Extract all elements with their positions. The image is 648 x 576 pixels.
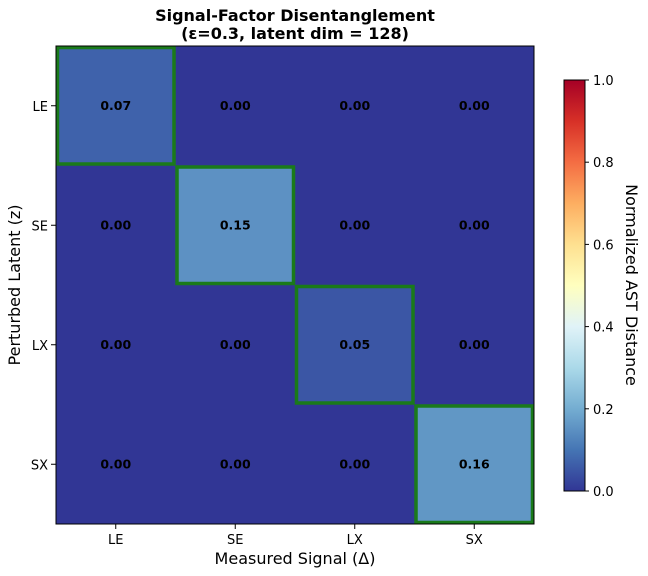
cell-value-label: 0.05 xyxy=(339,337,370,352)
colorbar-label: Normalized AST Distance xyxy=(622,184,641,386)
y-tick-label: SX xyxy=(31,458,48,473)
x-axis-ticks: LE SE LX SX xyxy=(108,524,483,548)
heatmap-cell xyxy=(56,46,176,166)
cell-value-label: 0.00 xyxy=(459,98,490,113)
colorbar-tick-label: 0.2 xyxy=(593,403,614,418)
cell-value-label: 0.15 xyxy=(220,217,251,232)
cell-value-label: 0.00 xyxy=(339,98,370,113)
cell-value-label: 0.00 xyxy=(220,98,251,113)
y-axis-ticks: LE SE LX SX xyxy=(31,100,56,473)
x-tick-label: SE xyxy=(227,533,243,548)
colorbar-tick-label: 1.0 xyxy=(593,74,614,89)
heatmap-cell xyxy=(295,285,415,405)
cell-value-label: 0.00 xyxy=(339,456,370,471)
cell-value-label: 0.00 xyxy=(100,217,131,232)
y-axis-label: Perturbed Latent (z) xyxy=(5,205,24,366)
colorbar-tick-label: 0.8 xyxy=(593,156,614,171)
diagonal-highlight-box xyxy=(294,284,415,405)
diagonal-highlight-box xyxy=(175,165,296,286)
cell-value-label: 0.00 xyxy=(459,217,490,232)
heatmap-cell xyxy=(414,404,535,525)
y-tick-label: LX xyxy=(32,339,48,354)
y-tick-label: LE xyxy=(33,100,48,115)
heatmap-cell-labels: 0.07 0.00 0.00 0.00 0.00 0.15 0.00 0.00 0.00 0.00… xyxy=(100,98,490,472)
heatmap-cell xyxy=(175,165,296,286)
colorbar xyxy=(563,79,586,492)
diagonal-highlights xyxy=(55,45,535,525)
heatmap-cell xyxy=(295,46,415,166)
plot-frame xyxy=(55,45,535,525)
cell-value-label: 0.00 xyxy=(100,456,131,471)
diagonal-highlight-box xyxy=(55,45,176,166)
cell-value-label: 0.00 xyxy=(220,337,251,352)
colorbar-tick-label: 0.6 xyxy=(593,238,614,253)
cell-value-label: 0.00 xyxy=(100,337,131,352)
heatmap-cell xyxy=(56,165,176,286)
cell-value-label: 0.16 xyxy=(459,456,490,471)
heatmap-cell xyxy=(56,285,176,405)
heatmap-cell xyxy=(414,285,535,405)
heatmap-cell xyxy=(175,404,296,525)
heatmap-cells xyxy=(56,46,535,525)
x-tick-label: SX xyxy=(466,533,483,548)
y-tick-label: SE xyxy=(32,219,48,234)
colorbar-tick-label: 0.0 xyxy=(593,485,614,500)
heatmap-cell xyxy=(414,165,535,286)
heatmap-cell xyxy=(56,404,176,525)
heatmap-cell xyxy=(295,165,415,286)
heatmap-cell xyxy=(295,404,415,525)
x-tick-label: LE xyxy=(108,533,123,548)
chart-subtitle: (ε=0.3, latent dim = 128) xyxy=(181,24,409,43)
chart-title: Signal-Factor Disentanglement xyxy=(155,6,435,25)
colorbar-tick-label: 0.4 xyxy=(593,321,614,336)
x-tick-label: LX xyxy=(347,533,363,548)
cell-value-label: 0.00 xyxy=(339,217,370,232)
diagonal-highlight-box xyxy=(414,404,535,525)
cell-value-label: 0.07 xyxy=(100,98,131,113)
cell-value-label: 0.00 xyxy=(220,456,251,471)
x-axis-label: Measured Signal (Δ) xyxy=(215,549,376,568)
colorbar-ticks: 0.0 0.2 0.4 0.6 0.8 1.0 xyxy=(585,74,614,500)
heatmap-cell xyxy=(175,46,296,166)
heatmap-cell xyxy=(175,285,296,405)
heatmap-cell xyxy=(414,46,535,166)
cell-value-label: 0.00 xyxy=(459,337,490,352)
